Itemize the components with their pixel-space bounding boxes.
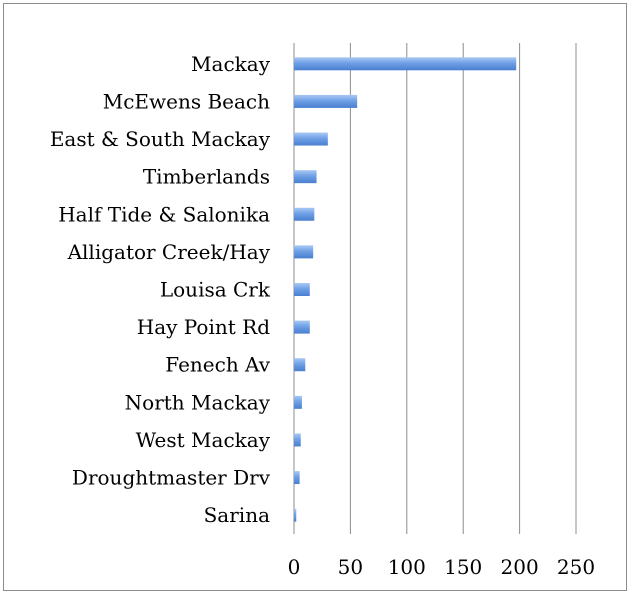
category-label: Alligator Creek/Hay: [67, 240, 271, 264]
category-label: Louisa Crk: [160, 278, 271, 302]
category-label: Half Tide & Salonika: [58, 202, 270, 226]
category-label: McEwens Beach: [103, 89, 270, 113]
x-tick-label: 0: [288, 555, 301, 579]
bar: [294, 132, 328, 146]
x-tick-label: 250: [557, 555, 595, 579]
x-tick-label: 200: [501, 555, 539, 579]
x-tick-labels: 0 50 100 150 200 250: [288, 555, 595, 579]
category-label: East & South Mackay: [50, 127, 271, 151]
x-tick-label: 50: [338, 555, 363, 579]
bar: [294, 433, 301, 447]
gridlines: [293, 43, 577, 534]
bar: [294, 508, 297, 522]
bar: [294, 283, 310, 296]
category-label: Fenech Av: [165, 353, 270, 377]
category-label: Timberlands: [143, 165, 270, 189]
category-label: Mackay: [191, 52, 271, 76]
bar: [294, 358, 306, 372]
category-labels: Mackay McEwens Beach East & South Mackay Ti…: [50, 52, 271, 527]
bar: [294, 245, 314, 259]
bar: [294, 471, 300, 485]
category-label: West Mackay: [136, 428, 271, 452]
category-label: Droughtmaster Drv: [72, 466, 271, 490]
bars: [294, 57, 517, 522]
category-label: Hay Point Rd: [137, 315, 270, 339]
bar: [294, 57, 517, 71]
bar: [294, 320, 310, 334]
x-tick-label: 150: [444, 555, 482, 579]
bar: [294, 94, 358, 108]
bar: [294, 207, 315, 221]
category-label: Sarina: [204, 503, 270, 527]
bar: [294, 170, 317, 184]
category-label: North Mackay: [125, 390, 271, 414]
bar: [294, 395, 302, 409]
x-tick-label: 100: [388, 555, 426, 579]
